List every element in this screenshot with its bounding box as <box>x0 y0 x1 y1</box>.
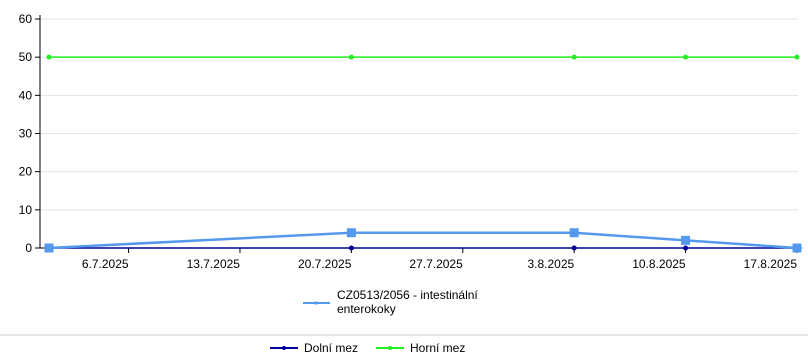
y-tick-label: 10 <box>19 203 33 217</box>
x-tick-label: 20.7.2025 <box>298 257 352 271</box>
x-tick-label: 17.8.2025 <box>744 257 798 271</box>
data-point <box>348 54 354 60</box>
data-point <box>794 54 800 60</box>
data-point <box>569 228 579 238</box>
y-tick-label: 20 <box>19 165 33 179</box>
x-tick-label: 3.8.2025 <box>527 257 574 271</box>
data-point <box>683 245 689 251</box>
y-tick-label: 50 <box>19 50 33 64</box>
data-point <box>44 243 54 253</box>
data-point <box>571 54 577 60</box>
data-point <box>346 228 356 238</box>
legend-marker <box>388 346 392 350</box>
x-tick-label: 27.7.2025 <box>409 257 463 271</box>
y-tick-label: 30 <box>19 127 33 141</box>
legend-label: CZ0513/2056 - intestinální <box>337 288 478 302</box>
data-point <box>571 245 577 251</box>
data-point <box>792 243 802 253</box>
legend-label: Dolní mez <box>304 341 358 355</box>
y-tick-label: 0 <box>25 241 32 255</box>
data-point <box>683 54 689 60</box>
y-tick-label: 60 <box>19 12 33 26</box>
x-tick-label: 13.7.2025 <box>187 257 241 271</box>
legend-label: enterokoky <box>337 302 396 316</box>
data-point <box>348 245 354 251</box>
data-point <box>46 54 52 60</box>
legend-label: Horní mez <box>410 341 465 355</box>
legend-marker <box>314 301 318 305</box>
data-point <box>681 235 691 245</box>
y-tick-label: 40 <box>19 88 33 102</box>
x-tick-label: 6.7.2025 <box>82 257 129 271</box>
x-tick-label: 10.8.2025 <box>632 257 686 271</box>
legend-marker <box>282 346 286 350</box>
